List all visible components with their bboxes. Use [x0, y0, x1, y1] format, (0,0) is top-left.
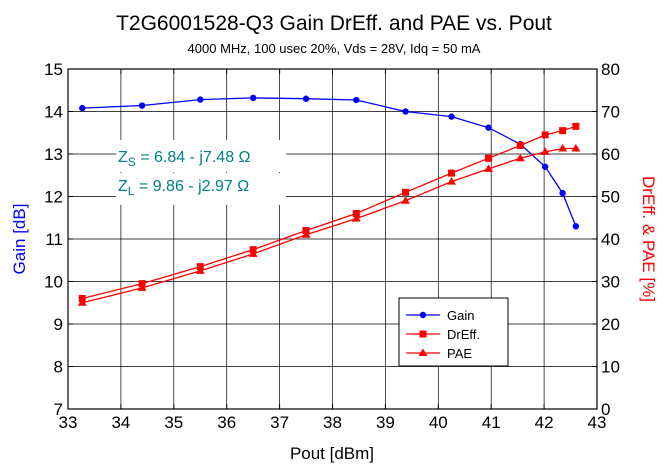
x-tick-labels: 33 34 35 36 37 38 39 40 41 42 43	[59, 413, 607, 432]
y-right-tick-label: 70	[601, 103, 620, 122]
data-point-gain	[138, 102, 146, 109]
y-right-tick-label: 20	[601, 315, 620, 334]
data-point-pae	[77, 298, 87, 306]
data-point-gain	[249, 94, 257, 102]
y-left-tick-label: 13	[44, 145, 63, 164]
x-tick-label: 38	[323, 413, 342, 432]
y-left-tick-label: 10	[44, 273, 63, 292]
grid	[68, 69, 597, 409]
y-left-tick-label: 14	[44, 103, 63, 122]
y-right-tick-label: 10	[601, 358, 620, 377]
chart-title: T2G6001528-Q3 Gain DrEff. and PAE vs. Po…	[116, 12, 552, 35]
x-tick-label: 35	[164, 413, 183, 432]
y-left-tick-label: 7	[54, 400, 63, 419]
y-right-tick-label: 60	[601, 145, 620, 164]
y-right-tick-label: 50	[601, 188, 620, 207]
data-point-pae	[137, 283, 147, 291]
legend-label-pae: PAE	[447, 346, 472, 361]
y-left-axis-label: Gain [dB]	[10, 204, 29, 275]
data-point-gain	[79, 104, 86, 112]
y-left-tick-label: 12	[44, 188, 63, 207]
impedance-annotation-load: ZL = 9.86 - j2.97 Ω	[116, 173, 286, 205]
y-right-tick-labels: 0 10 20 30 40 50 60 70 80	[601, 60, 620, 419]
annotation-background	[116, 140, 286, 172]
data-point-pae	[447, 177, 457, 185]
x-tick-label: 42	[535, 413, 554, 432]
data-point-gain	[448, 113, 455, 120]
legend-label-dreff: DrEff.	[447, 327, 480, 342]
x-tick-label: 40	[429, 413, 448, 432]
data-point-pae	[301, 230, 311, 238]
data-point-dreff	[402, 188, 410, 196]
y-right-tick-label: 30	[601, 273, 620, 292]
x-tick-label: 41	[482, 413, 501, 432]
y-left-tick-label: 11	[45, 230, 63, 249]
plot-frame	[67, 68, 598, 410]
data-point-dreff	[516, 142, 524, 149]
x-tick-label: 39	[376, 413, 395, 432]
y-right-tick-label: 0	[601, 400, 610, 419]
data-point-gain	[572, 223, 580, 230]
legend-label-gain: Gain	[447, 308, 474, 323]
x-tick-label: 37	[270, 413, 289, 432]
legend-marker-dreff	[419, 330, 427, 338]
y-right-tick-label: 40	[601, 230, 620, 249]
data-point-gain	[559, 189, 566, 197]
data-point-dreff	[352, 210, 360, 217]
data-point-gain	[402, 108, 409, 115]
impedance-annotation-source: ZS = 6.84 - j7.48 Ω	[116, 140, 286, 172]
data-point-pae	[540, 147, 550, 155]
x-tick-label: 43	[588, 413, 607, 432]
data-point-dreff	[559, 127, 567, 135]
data-point-gain	[197, 96, 204, 103]
data-point-dreff	[572, 122, 580, 130]
legend-box	[398, 297, 509, 367]
data-point-pae	[351, 214, 361, 222]
data-point-gain	[485, 124, 492, 131]
data-point-dreff	[448, 169, 456, 177]
data-point-pae	[195, 266, 205, 274]
chart-subtitle: 4000 MHz, 100 usec 20%, Vds = 28V, Idq =…	[188, 41, 481, 56]
x-tick-label: 34	[111, 413, 130, 432]
y-left-tick-label: 8	[54, 358, 63, 377]
x-axis-label: Pout [dBm]	[290, 444, 374, 463]
data-point-dreff	[485, 154, 493, 162]
y-left-tick-labels: 7 8 9 10 11 12 13 14 15	[44, 60, 63, 419]
data-point-pae	[571, 143, 581, 152]
annotation-text: ZS = 6.84 - j7.48 Ω	[118, 149, 251, 169]
legend-marker-pae	[418, 348, 428, 356]
y-left-tick-label: 15	[44, 60, 63, 79]
data-point-gain	[353, 96, 360, 104]
data-point-gain	[541, 163, 549, 170]
series-layer	[77, 94, 581, 306]
y-right-tick-label: 80	[601, 60, 620, 79]
legend-marker-gain	[419, 311, 427, 319]
legend: Gain DrEff. PAE	[398, 297, 509, 367]
y-left-tick-label: 9	[54, 315, 63, 334]
data-point-pae	[515, 153, 525, 162]
y-right-axis-label: DrEff. & PAE [%]	[639, 176, 658, 302]
data-point-dreff	[541, 131, 549, 139]
data-point-gain	[302, 95, 310, 102]
annotation-text: ZL = 9.86 - j2.97 Ω	[118, 178, 249, 198]
x-tick-label: 36	[217, 413, 236, 432]
x-tick-label: 33	[59, 413, 78, 432]
data-point-pae	[248, 249, 258, 257]
data-point-pae	[558, 143, 568, 152]
annotation-background	[116, 173, 286, 205]
data-point-pae	[484, 164, 494, 172]
data-point-pae	[401, 196, 411, 204]
